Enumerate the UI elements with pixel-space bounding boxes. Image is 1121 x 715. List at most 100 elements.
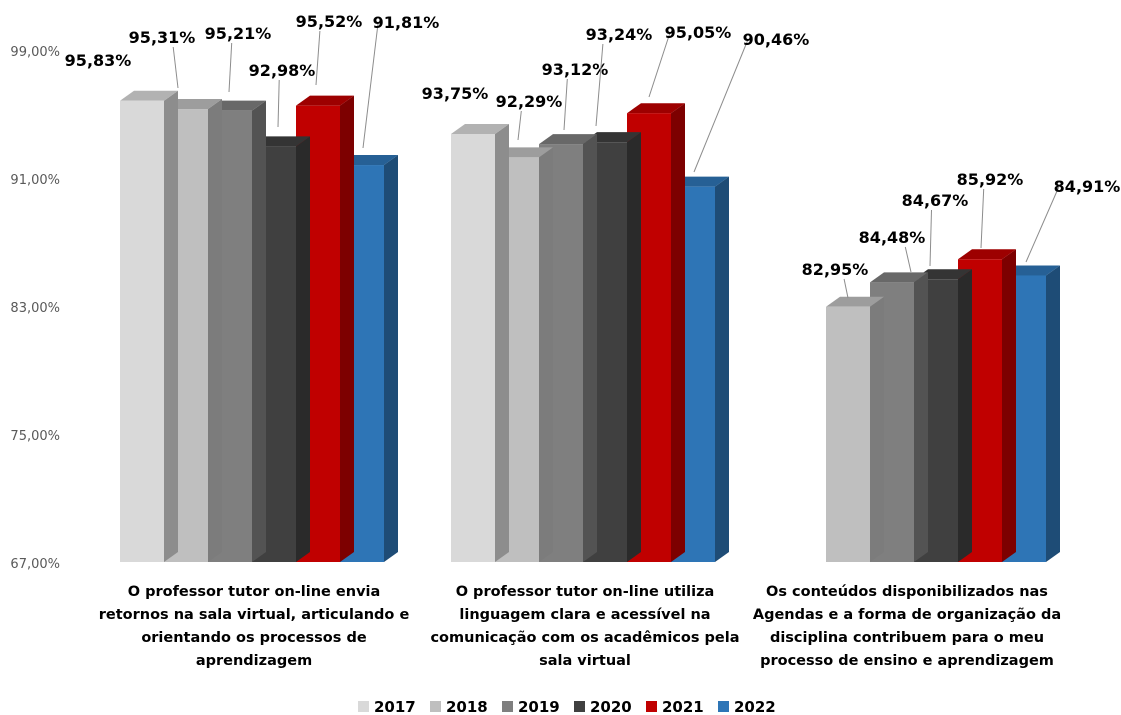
data-label: 93,12% <box>542 60 609 79</box>
data-label: 84,67% <box>902 191 969 210</box>
data-label: 93,75% <box>422 84 489 103</box>
bar-side <box>296 136 310 562</box>
bar-top <box>914 269 972 280</box>
leader-line <box>517 110 522 141</box>
category-label: orientando os processos de <box>141 630 367 646</box>
data-label: 95,21% <box>205 24 272 43</box>
bar-side <box>715 176 729 562</box>
y-tick-label: 83,00% <box>10 301 60 316</box>
y-tick-label: 91,00% <box>10 173 60 188</box>
category-label: comunicação com os acadêmicos pela <box>430 630 739 646</box>
data-label: 93,24% <box>586 25 653 44</box>
data-label: 95,31% <box>129 28 196 47</box>
y-tick-label: 75,00% <box>10 429 60 444</box>
leader-line <box>362 21 379 149</box>
legend-item: 2017 <box>358 698 416 715</box>
category-label: linguagem clara e acessível na <box>459 607 710 623</box>
legend-swatch <box>358 701 369 712</box>
bar-side <box>1046 265 1060 562</box>
bar-top <box>539 134 597 145</box>
bar-top <box>296 95 354 106</box>
bar-top <box>1002 265 1060 276</box>
leader-line <box>843 278 849 299</box>
legend-item: 2020 <box>574 698 632 715</box>
bar <box>120 90 178 562</box>
category-label: Os conteúdos disponibilizados nas <box>766 584 1048 600</box>
legend-swatch <box>646 701 657 712</box>
legend-label: 2018 <box>446 698 488 715</box>
legend-swatch <box>718 701 729 712</box>
category-label: Agendas e a forma de organização da <box>753 607 1061 623</box>
bar-top <box>870 272 928 283</box>
legend-item: 2022 <box>718 698 776 715</box>
bar <box>495 147 553 563</box>
data-label: 95,83% <box>65 51 132 70</box>
data-label: 85,92% <box>957 170 1024 189</box>
legend-label: 2017 <box>374 698 416 715</box>
category-label: O professor tutor on-line utiliza <box>456 584 715 600</box>
leader-line <box>693 38 749 173</box>
data-label: 92,98% <box>249 61 316 80</box>
bar-side <box>252 100 266 562</box>
data-label: 95,05% <box>665 23 732 42</box>
data-label: 84,48% <box>859 228 926 247</box>
legend-label: 2020 <box>590 698 632 715</box>
data-label: 91,81% <box>373 13 440 32</box>
bar-side <box>958 269 972 562</box>
bar <box>826 296 884 562</box>
bar-top <box>120 90 178 101</box>
legend-label: 2021 <box>662 698 704 715</box>
legend-swatch <box>430 701 441 712</box>
legend-item: 2018 <box>430 698 488 715</box>
data-label: 84,91% <box>1054 177 1121 196</box>
data-label: 82,95% <box>802 260 869 279</box>
leader-line <box>172 46 179 89</box>
leader-line <box>563 78 568 131</box>
bar-front <box>451 134 495 562</box>
leader-line <box>277 79 280 128</box>
data-label: 92,29% <box>496 92 563 111</box>
bar-top <box>164 99 222 110</box>
bar-top <box>208 100 266 111</box>
bar-side <box>870 296 884 562</box>
bar-top <box>958 249 1016 260</box>
y-tick-label: 67,00% <box>10 557 60 572</box>
bar-side <box>208 99 222 562</box>
bar-top <box>671 176 729 187</box>
leader-line <box>1025 185 1060 263</box>
bar-side <box>627 132 641 562</box>
leader-line <box>595 43 604 127</box>
bar-top <box>495 147 553 158</box>
bar-front <box>120 100 164 562</box>
data-label: 95,52% <box>296 12 363 31</box>
bar-side <box>495 124 509 562</box>
category-label: aprendizagem <box>196 653 312 669</box>
bar-side <box>1002 249 1016 562</box>
category-label: O professor tutor on-line envia <box>128 584 381 600</box>
bar-top <box>826 296 884 307</box>
category-label: disciplina contribuem para o meu <box>770 630 1044 646</box>
leader-line <box>315 30 321 86</box>
bar-side <box>164 90 178 562</box>
bar-top <box>252 136 310 147</box>
category-label: retornos na sala virtual, articulando e <box>99 607 410 623</box>
bar-side <box>340 95 354 563</box>
leader-line <box>228 42 233 93</box>
bar-side <box>914 272 928 562</box>
bar-side <box>583 134 597 562</box>
leader-line <box>648 31 671 98</box>
legend-item: 2019 <box>502 698 560 715</box>
legend-swatch <box>574 701 585 712</box>
bar <box>451 124 509 562</box>
leader-line <box>929 209 932 267</box>
leader-line <box>980 188 985 249</box>
bar-front <box>826 306 870 562</box>
data-label: 90,46% <box>743 30 810 49</box>
bar-top <box>627 103 685 114</box>
category-label: processo de ensino e aprendizagem <box>760 653 1054 669</box>
legend-item: 2021 <box>646 698 704 715</box>
legend-label: 2022 <box>734 698 776 715</box>
bar-side <box>384 155 398 563</box>
